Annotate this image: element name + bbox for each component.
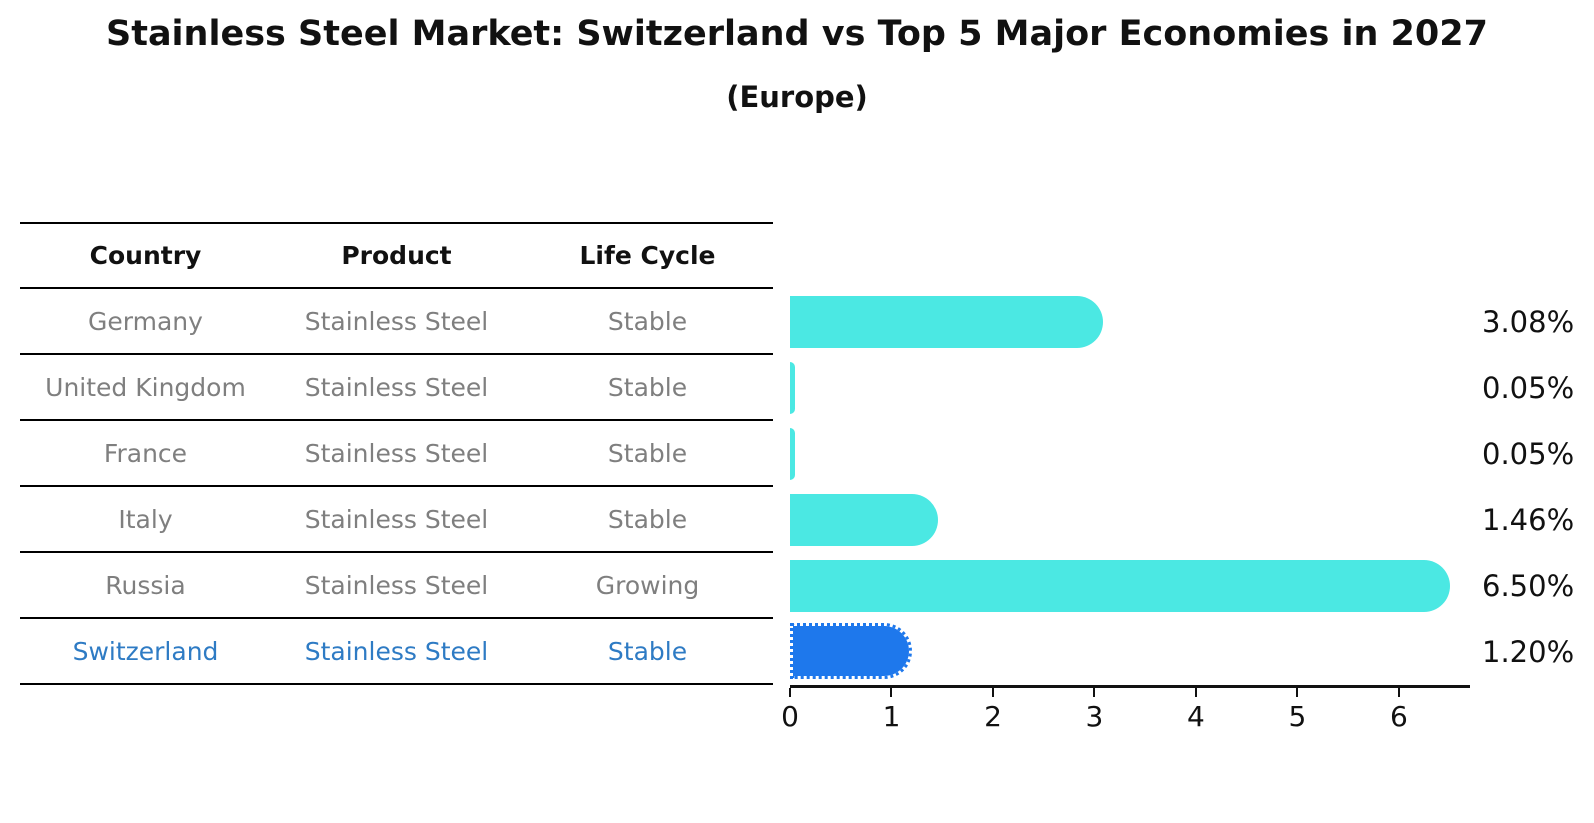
- bar-row-italy: [790, 487, 1470, 553]
- table-header-country: Country: [89, 241, 202, 270]
- x-tick-label-4: 4: [1187, 700, 1205, 733]
- bar-row-russia: [790, 553, 1470, 619]
- x-tick-4: [1194, 688, 1197, 697]
- x-tick-label-0: 0: [781, 700, 799, 733]
- chart-title: Stainless Steel Market: Switzerland vs T…: [106, 14, 1488, 54]
- x-tick-label-6: 6: [1390, 700, 1408, 733]
- x-tick-label-1: 1: [882, 700, 901, 733]
- x-tick-3: [1093, 688, 1096, 697]
- table-row-russia: Russia Stainless Steel Growing: [20, 553, 773, 619]
- table-row-italy: Italy Stainless Steel Stable: [20, 487, 773, 553]
- cell-country: Russia: [105, 570, 186, 600]
- x-tick-label-5: 5: [1288, 700, 1307, 733]
- value-label-switzerland: 1.20%: [1482, 635, 1575, 669]
- chart-subtitle: (Europe): [726, 80, 868, 114]
- x-tick-0: [789, 688, 791, 697]
- value-label-column: 3.08% 0.05% 0.05% 1.46% 6.50% 1.20%: [1482, 289, 1594, 685]
- value-label-france: 0.05%: [1482, 437, 1575, 471]
- bar-row-germany: [790, 289, 1470, 355]
- cell-product: Stainless Steel: [304, 504, 489, 534]
- table-header-row: Country Product Life Cycle: [20, 224, 773, 289]
- bar-row-united-kingdom: [790, 355, 1470, 421]
- bar-italy: [790, 494, 939, 546]
- cell-product: Stainless Steel: [304, 570, 489, 600]
- table-row-switzerland: Switzerland Stainless Steel Stable: [20, 619, 773, 685]
- cell-life-cycle: Growing: [595, 570, 700, 600]
- value-label-germany: 3.08%: [1482, 305, 1575, 339]
- cell-country: United Kingdom: [45, 372, 246, 402]
- table-row-france: France Stainless Steel Stable: [20, 421, 773, 487]
- bar-chart: 0 1 2 3 4 5 6: [781, 289, 1470, 733]
- cell-life-cycle: Stable: [607, 504, 688, 534]
- cell-country: Germany: [88, 306, 203, 336]
- cell-product: Stainless Steel: [304, 636, 489, 666]
- cell-country: Italy: [118, 504, 173, 534]
- bar-row-switzerland: [790, 619, 1470, 685]
- cell-life-cycle: Stable: [607, 306, 688, 336]
- value-label-russia: 6.50%: [1482, 569, 1575, 603]
- x-tick-label-3: 3: [1085, 700, 1104, 733]
- value-label-italy: 1.46%: [1482, 503, 1575, 537]
- x-axis: 0 1 2 3 4 5 6: [781, 685, 1470, 748]
- table-header-life-cycle: Life Cycle: [579, 241, 716, 270]
- cell-product: Stainless Steel: [304, 438, 489, 468]
- table-header-product: Product: [341, 241, 452, 270]
- country-table: Country Product Life Cycle Germany Stainl…: [20, 222, 773, 685]
- x-tick-5: [1296, 688, 1299, 697]
- bar-russia: [790, 560, 1450, 612]
- cell-life-cycle: Stable: [607, 636, 688, 666]
- cell-life-cycle: Stable: [607, 438, 688, 468]
- x-tick-1: [890, 688, 893, 697]
- bar-united-kingdom: [790, 362, 796, 414]
- table-row-united-kingdom: United Kingdom Stainless Steel Stable: [20, 355, 773, 421]
- bars-area: [790, 289, 1470, 685]
- table-body: Germany Stainless Steel Stable United Kingd…: [20, 289, 773, 685]
- cell-life-cycle: Stable: [607, 372, 688, 402]
- x-tick-label-2: 2: [984, 700, 1002, 733]
- cell-product: Stainless Steel: [304, 372, 489, 402]
- cell-country: France: [103, 438, 188, 468]
- bar-row-france: [790, 421, 1470, 487]
- bar-switzerland: [790, 623, 912, 679]
- x-tick-2: [991, 688, 994, 697]
- cell-product: Stainless Steel: [304, 306, 489, 336]
- value-label-united-kingdom: 0.05%: [1482, 371, 1575, 405]
- cell-country: Switzerland: [72, 636, 219, 666]
- table-row-germany: Germany Stainless Steel Stable: [20, 289, 773, 355]
- bar-france: [790, 428, 796, 480]
- x-tick-6: [1397, 688, 1400, 697]
- bar-germany: [790, 296, 1103, 348]
